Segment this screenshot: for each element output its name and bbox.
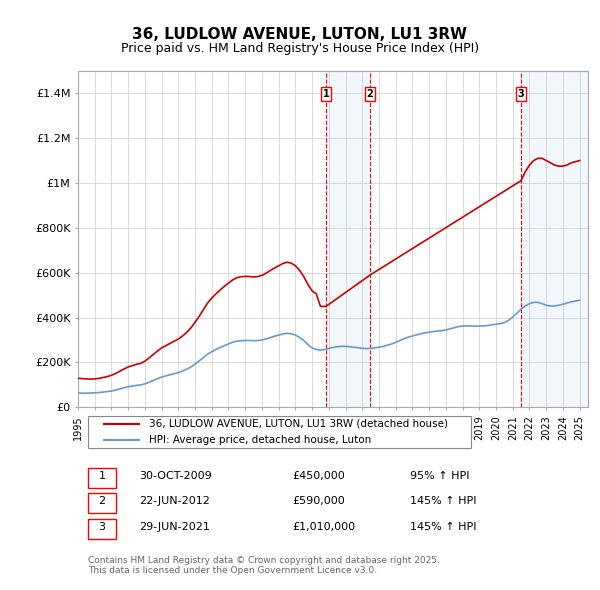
Text: £590,000: £590,000	[292, 496, 345, 506]
Text: HPI: Average price, detached house, Luton: HPI: Average price, detached house, Luto…	[149, 435, 371, 445]
Text: £450,000: £450,000	[292, 471, 345, 481]
Text: Contains HM Land Registry data © Crown copyright and database right 2025.
This d: Contains HM Land Registry data © Crown c…	[88, 556, 440, 575]
Text: £1,010,000: £1,010,000	[292, 522, 355, 532]
FancyBboxPatch shape	[88, 468, 116, 487]
Text: 36, LUDLOW AVENUE, LUTON, LU1 3RW: 36, LUDLOW AVENUE, LUTON, LU1 3RW	[133, 27, 467, 41]
Text: 1: 1	[323, 89, 329, 99]
Text: 145% ↑ HPI: 145% ↑ HPI	[409, 522, 476, 532]
Text: 29-JUN-2021: 29-JUN-2021	[139, 522, 210, 532]
Text: 36, LUDLOW AVENUE, LUTON, LU1 3RW (detached house): 36, LUDLOW AVENUE, LUTON, LU1 3RW (detac…	[149, 419, 448, 429]
Text: 2: 2	[367, 89, 373, 99]
Text: Price paid vs. HM Land Registry's House Price Index (HPI): Price paid vs. HM Land Registry's House …	[121, 42, 479, 55]
Text: 22-JUN-2012: 22-JUN-2012	[139, 496, 210, 506]
Text: 2: 2	[98, 496, 106, 506]
Text: 1: 1	[98, 471, 106, 481]
FancyBboxPatch shape	[88, 519, 116, 539]
Text: 30-OCT-2009: 30-OCT-2009	[139, 471, 212, 481]
FancyBboxPatch shape	[88, 493, 116, 513]
Text: 145% ↑ HPI: 145% ↑ HPI	[409, 496, 476, 506]
Bar	[326, 71, 370, 407]
Text: 3: 3	[518, 89, 524, 99]
Text: 95% ↑ HPI: 95% ↑ HPI	[409, 471, 469, 481]
Text: 3: 3	[98, 522, 106, 532]
Bar	[521, 71, 588, 407]
FancyBboxPatch shape	[88, 416, 471, 448]
